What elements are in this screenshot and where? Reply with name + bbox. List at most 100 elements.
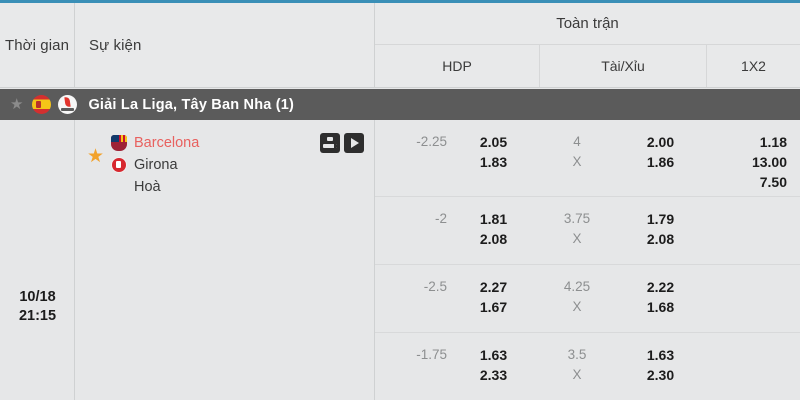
ou-over-odds[interactable]: 1.63 bbox=[646, 347, 675, 363]
header-group-fulltime: Toàn trận HDP Tài/Xỉu 1X2 bbox=[375, 3, 800, 88]
league-header-row[interactable]: ★ Giải La Liga, Tây Ban Nha (1) bbox=[0, 89, 800, 120]
play-video-icon[interactable] bbox=[344, 133, 364, 153]
table-header: Thời gian Sự kiện Toàn trận HDP Tài/Xỉu … bbox=[0, 3, 800, 88]
hdp-home-odds[interactable]: 1.81 bbox=[479, 211, 508, 227]
ou-odds-values[interactable]: 1.63 2.30 bbox=[614, 345, 707, 400]
ou-under-odds[interactable]: 2.08 bbox=[646, 231, 675, 247]
hdp-odds-values[interactable]: 2.27 1.67 bbox=[447, 277, 540, 332]
cell-over-under[interactable]: 3.5 X 1.63 2.30 bbox=[540, 333, 707, 400]
hdp-handicap: -2 bbox=[434, 211, 447, 226]
hdp-line-values: -2.5 bbox=[375, 277, 447, 332]
odds-row: -2.25 2.05 1.83 4 X 2.00 1.86 bbox=[375, 120, 800, 197]
header-label-time: Thời gian bbox=[4, 37, 70, 54]
header-label-fulltime: Toàn trận bbox=[375, 3, 800, 45]
laliga-logo-icon bbox=[58, 95, 78, 114]
hdp-away-odds[interactable]: 2.08 bbox=[479, 231, 508, 247]
ou-odds-values[interactable]: 2.00 1.86 bbox=[614, 132, 707, 196]
cell-over-under[interactable]: 4.25 X 2.22 1.68 bbox=[540, 265, 707, 332]
odds-row: -2.5 2.27 1.67 4.25 X 2.22 1.68 bbox=[375, 265, 800, 333]
ou-under-odds[interactable]: 1.68 bbox=[646, 299, 675, 315]
favorite-star-icon[interactable]: ★ bbox=[87, 146, 105, 167]
ou-odds-values[interactable]: 2.22 1.68 bbox=[614, 277, 707, 332]
icon-row-top bbox=[320, 133, 368, 153]
hdp-away-odds[interactable]: 2.33 bbox=[479, 367, 508, 383]
column-event: ★ Barcelona Girona Hoà bbox=[75, 120, 375, 400]
cell-hdp[interactable]: -2.5 2.27 1.67 bbox=[375, 265, 540, 332]
lineup-icon[interactable] bbox=[320, 133, 340, 153]
away-team-row[interactable]: Girona bbox=[111, 154, 199, 176]
hdp-home-odds[interactable]: 2.05 bbox=[479, 134, 508, 150]
odds-row: -1.75 1.63 2.33 3.5 X 1.63 2.30 bbox=[375, 333, 800, 400]
hdp-odds-values[interactable]: 1.81 2.08 bbox=[447, 209, 540, 264]
league-name: Giải La Liga, Tây Ban Nha (1) bbox=[88, 96, 295, 113]
ou-over-odds[interactable]: 2.22 bbox=[646, 279, 675, 295]
header-label-hdp: HDP bbox=[375, 45, 540, 87]
hdp-line-values: -2.25 bbox=[375, 132, 447, 196]
ou-x-marker: X bbox=[572, 367, 582, 382]
ou-under-odds[interactable]: 1.86 bbox=[646, 154, 675, 170]
cell-hdp[interactable]: -1.75 1.63 2.33 bbox=[375, 333, 540, 400]
ou-odds-values[interactable]: 1.79 2.08 bbox=[614, 209, 707, 264]
home-team-name: Barcelona bbox=[134, 134, 200, 151]
cell-1x2 bbox=[707, 265, 800, 332]
hdp-home-odds[interactable]: 2.27 bbox=[479, 279, 508, 295]
cell-over-under[interactable]: 3.75 X 1.79 2.08 bbox=[540, 197, 707, 264]
hdp-odds-values[interactable]: 2.05 1.83 bbox=[447, 132, 540, 196]
odds-x[interactable]: 13.00 bbox=[751, 154, 787, 170]
hdp-line-values: -2 bbox=[375, 209, 447, 264]
ou-over-odds[interactable]: 1.79 bbox=[646, 211, 675, 227]
ou-x-marker: X bbox=[572, 299, 582, 314]
ou-x-marker: X bbox=[572, 231, 582, 246]
cell-hdp[interactable]: -2.25 2.05 1.83 bbox=[375, 120, 540, 196]
hdp-handicap: -1.75 bbox=[416, 347, 447, 362]
cell-1x2[interactable]: 1.18 13.00 7.50 bbox=[707, 120, 800, 196]
header-cell-time: Thời gian bbox=[0, 3, 75, 88]
header-cell-event: Sự kiện bbox=[75, 3, 375, 88]
match-time: 21:15 bbox=[18, 308, 57, 324]
header-label-1x2: 1X2 bbox=[741, 58, 766, 74]
team-list: Barcelona Girona Hoà bbox=[111, 132, 199, 198]
match-date: 10/18 bbox=[19, 289, 56, 305]
ou-under-odds[interactable]: 2.30 bbox=[646, 367, 675, 383]
column-time: 10/18 21:15 bbox=[0, 120, 75, 400]
cell-1x2 bbox=[707, 197, 800, 264]
barcelona-badge-icon bbox=[111, 135, 127, 151]
ou-line-values: 4.25 X bbox=[540, 277, 614, 332]
cell-1x2 bbox=[707, 333, 800, 400]
ou-line-values: 3.5 X bbox=[540, 345, 614, 400]
hdp-handicap: -2.25 bbox=[416, 134, 447, 149]
home-team-row[interactable]: Barcelona bbox=[111, 132, 199, 154]
match-datetime: 10/18 21:15 bbox=[0, 288, 75, 326]
match-action-icons bbox=[320, 133, 368, 171]
match-body: 10/18 21:15 ★ Barcelona Girona Hoà bbox=[0, 120, 800, 400]
odds-1[interactable]: 1.18 bbox=[759, 134, 787, 150]
header-label-over-under: Tài/Xỉu bbox=[540, 45, 707, 87]
ou-total: 4.25 bbox=[563, 279, 591, 294]
ou-line-values: 3.75 X bbox=[540, 209, 614, 264]
header-subcolumns: HDP Tài/Xỉu 1X2 bbox=[375, 45, 800, 87]
odds-2[interactable]: 7.50 bbox=[759, 174, 787, 190]
star-icon[interactable]: ★ bbox=[10, 96, 24, 113]
ou-total: 4 bbox=[573, 134, 581, 149]
header-label-event: Sự kiện bbox=[89, 37, 142, 54]
odds-row: -2 1.81 2.08 3.75 X 1.79 2.08 bbox=[375, 197, 800, 265]
away-team-name: Girona bbox=[134, 156, 178, 173]
hdp-handicap: -2.5 bbox=[423, 279, 447, 294]
hdp-odds-values[interactable]: 1.63 2.33 bbox=[447, 345, 540, 400]
hdp-away-odds[interactable]: 1.83 bbox=[479, 154, 508, 170]
ou-total: 3.75 bbox=[563, 211, 591, 226]
draw-label: Hoà bbox=[134, 179, 161, 195]
hdp-away-odds[interactable]: 1.67 bbox=[479, 299, 508, 315]
ou-x-marker: X bbox=[572, 154, 582, 169]
cell-hdp[interactable]: -2 1.81 2.08 bbox=[375, 197, 540, 264]
spain-flag-icon bbox=[32, 95, 52, 114]
column-odds: -2.25 2.05 1.83 4 X 2.00 1.86 bbox=[375, 120, 800, 400]
ou-over-odds[interactable]: 2.00 bbox=[646, 134, 675, 150]
girona-badge-icon bbox=[111, 157, 127, 173]
cell-over-under[interactable]: 4 X 2.00 1.86 bbox=[540, 120, 707, 196]
hdp-home-odds[interactable]: 1.63 bbox=[479, 347, 508, 363]
hdp-line-values: -1.75 bbox=[375, 345, 447, 400]
ou-line-values: 4 X bbox=[540, 132, 614, 196]
ou-total: 3.5 bbox=[567, 347, 587, 362]
